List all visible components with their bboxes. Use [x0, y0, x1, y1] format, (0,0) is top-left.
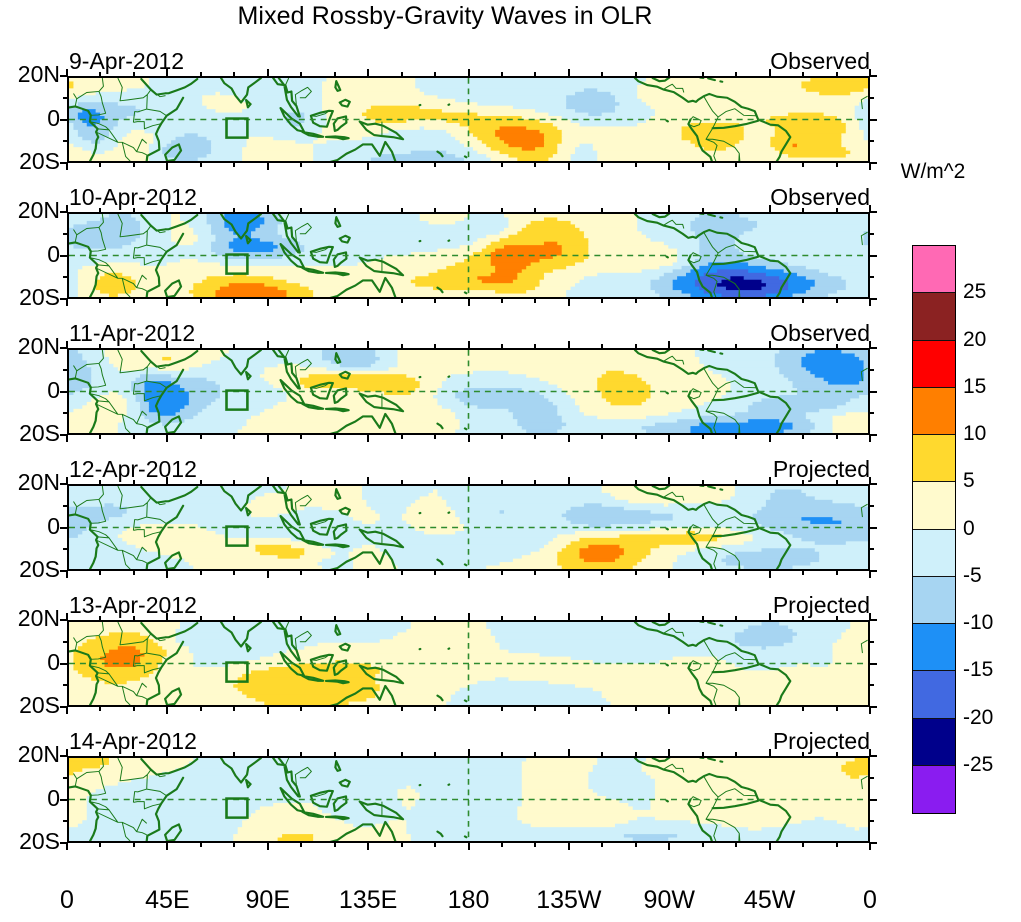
x-tick-marks — [66, 341, 871, 348]
map-plot-area — [67, 348, 870, 435]
colorbar-band — [913, 576, 955, 624]
colorbar-tick-label: 25 — [963, 280, 987, 304]
panel-date-label: 13-Apr-2012 — [69, 592, 197, 618]
colorbar-band — [913, 765, 955, 813]
y-axis-label: 0 — [47, 240, 60, 267]
colorbar-tick-label: -25 — [963, 752, 994, 776]
y-tick-marks — [870, 619, 877, 708]
colorbar-band — [913, 340, 955, 388]
colorbar-unit-label: W/m^2 — [900, 160, 966, 183]
panel-date-label: 10-Apr-2012 — [69, 184, 197, 210]
panel-status-label: Projected — [772, 456, 870, 482]
y-axis-label: 20N — [17, 741, 60, 767]
colorbar-tick-label: 0 — [963, 516, 975, 540]
x-tick-marks — [66, 613, 871, 620]
map-plot-area — [67, 756, 870, 843]
map-plot-area — [67, 620, 870, 707]
x-axis-label: 0 — [60, 886, 74, 914]
x-axis: 0 45E 90E 135E 180 135W 90W 45W 0 — [60, 886, 877, 916]
panel-date-label: 14-Apr-2012 — [69, 728, 197, 754]
colorbar-band — [913, 529, 955, 577]
y-axis-label: 20N — [17, 61, 60, 87]
colorbar-band — [913, 293, 955, 341]
colorbar-tick-labels: 25 20 15 10 5 0 -5 -10 -15 -20 -25 — [963, 245, 1019, 812]
y-tick-marks — [60, 619, 67, 708]
map-plot-area — [67, 484, 870, 571]
colorbar-band — [913, 671, 955, 719]
panel-date-label: 9-Apr-2012 — [69, 48, 185, 74]
colorbar-tick-label: -10 — [963, 611, 994, 634]
x-axis-label: 135W — [536, 886, 602, 914]
x-tick-marks — [66, 435, 871, 442]
y-tick-marks — [870, 75, 877, 164]
y-axis-label: 0 — [47, 648, 60, 675]
y-axis-label: 20S — [19, 692, 60, 718]
panel-status-label: Observed — [770, 320, 870, 346]
map-plot-area — [67, 212, 870, 299]
y-axis-label: 20S — [19, 148, 60, 174]
y-axis-label: 20S — [19, 556, 60, 582]
y-axis-label: 20S — [19, 828, 60, 854]
y-axis-label: 20N — [17, 333, 60, 359]
colorbar — [912, 245, 956, 814]
y-axis-label: 20N — [17, 197, 60, 223]
colorbar-tick-label: -20 — [963, 705, 994, 729]
y-axis-label: 0 — [47, 104, 60, 131]
y-tick-marks — [60, 347, 67, 436]
colorbar-band — [913, 387, 955, 435]
colorbar-band — [913, 718, 955, 766]
y-tick-marks — [60, 75, 67, 164]
x-axis-label: 135E — [338, 886, 398, 914]
colorbar-band — [913, 482, 955, 530]
panel-status-label: Observed — [770, 48, 870, 74]
panel-status-label: Projected — [772, 592, 870, 618]
x-tick-marks — [66, 69, 871, 76]
x-tick-marks — [66, 843, 871, 850]
y-axis-label: 20S — [19, 284, 60, 310]
x-axis-label: 45W — [743, 886, 796, 914]
colorbar-band — [913, 246, 955, 294]
x-tick-marks — [66, 707, 871, 714]
x-tick-marks — [66, 749, 871, 756]
y-axis-label: 0 — [47, 784, 60, 811]
colorbar-tick-label: -5 — [963, 563, 982, 587]
colorbar-tick-label: 20 — [963, 327, 987, 351]
x-axis-label: 90E — [245, 886, 290, 914]
y-tick-marks — [870, 755, 877, 844]
x-tick-marks — [66, 163, 871, 170]
x-axis-label: 0 — [863, 886, 877, 914]
x-axis-label: 90W — [643, 886, 695, 914]
colorbar-tick-label: 15 — [963, 374, 987, 398]
x-axis-label: 180 — [447, 886, 490, 914]
x-axis-label: 45E — [145, 886, 190, 914]
y-tick-marks — [60, 755, 67, 844]
y-tick-marks — [60, 211, 67, 300]
colorbar-tick-label: -15 — [963, 658, 994, 682]
x-tick-marks — [66, 571, 871, 578]
colorbar-tick-label: 5 — [963, 469, 975, 493]
x-tick-marks — [66, 299, 871, 306]
x-tick-marks — [66, 477, 871, 484]
y-tick-marks — [870, 483, 877, 572]
y-axis-label: 20S — [19, 420, 60, 446]
colorbar-tick-label: 10 — [963, 422, 987, 445]
panel-date-label: 12-Apr-2012 — [69, 456, 197, 482]
panel-status-label: Observed — [770, 184, 870, 210]
page-title: Mixed Rossby-Gravity Waves in OLR — [237, 2, 653, 30]
x-tick-marks — [66, 205, 871, 212]
colorbar-band — [913, 624, 955, 672]
y-axis-label: 0 — [47, 376, 60, 403]
map-plot-area — [67, 76, 870, 163]
y-tick-marks — [870, 347, 877, 436]
y-axis-label: 0 — [47, 512, 60, 539]
colorbar-band — [913, 435, 955, 483]
y-tick-marks — [60, 483, 67, 572]
y-tick-marks — [870, 211, 877, 300]
panel-status-label: Projected — [772, 728, 870, 754]
y-axis-label: 20N — [17, 605, 60, 631]
panel-date-label: 11-Apr-2012 — [69, 320, 196, 346]
y-axis-label: 20N — [17, 469, 60, 495]
